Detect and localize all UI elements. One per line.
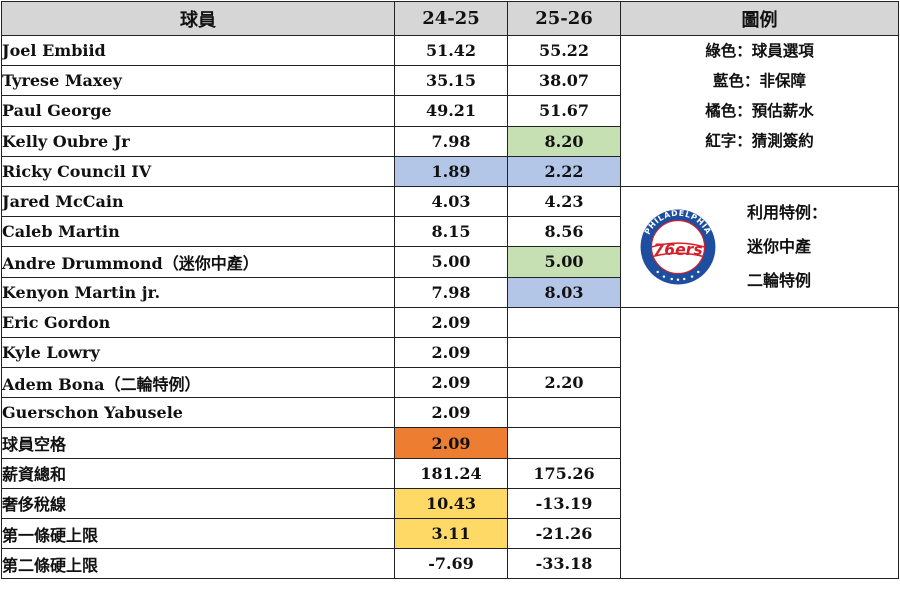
- salary-25-26: [507, 336, 621, 369]
- legend-orange: 橘色：預估薪水: [705, 101, 814, 120]
- salary-24-25: 49.21: [394, 95, 508, 127]
- salary-24-25: 7.98: [394, 125, 508, 157]
- salary-24-25: 7.98: [394, 276, 508, 308]
- salary-25-26-player-option: 5.00: [507, 246, 621, 278]
- salary-24-25: 35.15: [394, 65, 508, 97]
- row-label: 薪資總和: [1, 457, 395, 489]
- player-name: Kelly Oubre Jr: [1, 125, 395, 157]
- table-row: Joel Embiid 51.42 55.22 綠色：球員選項 藍色：非保障 橘…: [1, 34, 899, 187]
- philadelphia-76ers-logo: PHILADELPHIA 76ers: [640, 208, 716, 285]
- legend-cell: 綠色：球員選項 藍色：非保障 橘色：預估薪水 紅字：猜測簽約: [620, 35, 899, 187]
- player-name: Kyle Lowry: [1, 336, 395, 369]
- salary-table: 球員 24-25 25-26 圖例 Joel Embiid 51.42 55.2…: [1, 1, 899, 580]
- salary-24-25: 2.09: [394, 336, 508, 369]
- exceptions-block: PHILADELPHIA 76ers 利用特例： 迷你中產 二輪特例: [622, 187, 898, 306]
- salary-25-26-non-guaranteed: 8.03: [507, 276, 621, 308]
- salary-24-25: 2.09: [394, 306, 508, 338]
- second-apron-24-25: -7.69: [394, 548, 508, 580]
- exception-mini-mle: 迷你中產: [747, 236, 812, 256]
- legend-green: 綠色：球員選項: [705, 41, 814, 60]
- exceptions-title: 利用特例：: [747, 202, 828, 222]
- table-row: Tyrese Maxey 35.15 38.07: [1, 65, 899, 97]
- table-row: Eric Gordon 2.09: [1, 306, 899, 580]
- legend-red: 紅字：猜測簽約: [705, 131, 814, 150]
- empty-legend-area: [620, 306, 899, 580]
- salary-24-25-estimated: 2.09: [394, 427, 508, 459]
- player-name: Eric Gordon: [1, 306, 395, 338]
- player-name: Tyrese Maxey: [1, 65, 395, 97]
- legend-blue: 藍色：非保障: [712, 71, 806, 90]
- salary-25-26: 4.23: [507, 185, 621, 218]
- salary-25-26: 8.56: [507, 216, 621, 248]
- table-row: Kelly Oubre Jr 7.98 8.20: [1, 125, 899, 157]
- tax-line-24-25: 10.43: [394, 487, 508, 520]
- salary-25-26: [507, 306, 621, 338]
- table-row: 第二條硬上限 -7.69 -33.18: [1, 548, 899, 580]
- player-name: Kenyon Martin jr.: [1, 276, 395, 308]
- header-row: 球員 24-25 25-26 圖例: [1, 1, 899, 36]
- exceptions-list: 利用特例： 迷你中產 二輪特例: [747, 196, 827, 298]
- player-name: Jared McCain: [1, 185, 395, 218]
- salary-25-26: 2.20: [507, 367, 621, 399]
- row-label: 奢侈稅線: [1, 487, 395, 520]
- player-name: Adem Bona（二輪特例）: [1, 367, 395, 399]
- exceptions-cell: PHILADELPHIA 76ers 利用特例： 迷你中產 二輪特例: [620, 185, 899, 308]
- first-apron-24-25: 3.11: [394, 517, 508, 550]
- table-row: 第一條硬上限 3.11 -21.26: [1, 517, 899, 550]
- header-player: 球員: [1, 1, 395, 36]
- total-25-26: 175.26: [507, 457, 621, 489]
- salary-24-25: 2.09: [394, 397, 508, 429]
- player-name: Guerschon Yabusele: [1, 397, 395, 429]
- table-row: 薪資總和 181.24 175.26: [1, 457, 899, 489]
- table-row: 球員空格 2.09: [1, 427, 899, 459]
- row-label: 第一條硬上限: [1, 517, 395, 550]
- salary-24-25: 5.00: [394, 246, 508, 278]
- table-row: Paul George 49.21 51.67: [1, 95, 899, 127]
- exception-second-round: 二輪特例: [747, 270, 812, 290]
- salary-25-26: 51.67: [507, 95, 621, 127]
- row-label: 第二條硬上限: [1, 548, 395, 580]
- player-name: Ricky Council IV: [1, 155, 395, 187]
- salary-24-25: 8.15: [394, 216, 508, 248]
- second-apron-25-26: -33.18: [507, 548, 621, 580]
- salary-24-25: 51.42: [394, 34, 508, 67]
- salary-24-25: 2.09: [394, 367, 508, 399]
- salary-25-26: [507, 427, 621, 459]
- player-name: Paul George: [1, 95, 395, 127]
- header-season-25-26: 25-26: [507, 1, 621, 36]
- salary-25-26: [507, 397, 621, 429]
- table-row: Andre Drummond（迷你中產） 5.00 5.00: [1, 246, 899, 278]
- table-row: Ricky Council IV 1.89 2.22: [1, 155, 899, 187]
- table-row: 奢侈稅線 10.43 -13.19: [1, 487, 899, 520]
- svg-text:76ers: 76ers: [653, 241, 702, 259]
- salary-25-26: 38.07: [507, 65, 621, 97]
- salary-25-26-player-option: 8.20: [507, 125, 621, 157]
- header-legend: 圖例: [620, 1, 899, 36]
- salary-24-25-non-guaranteed: 1.89: [394, 155, 508, 187]
- table-row: Caleb Martin 8.15 8.56: [1, 216, 899, 248]
- tax-line-25-26: -13.19: [507, 487, 621, 520]
- player-name: Joel Embiid: [1, 34, 395, 67]
- total-24-25: 181.24: [394, 457, 508, 489]
- header-season-24-25: 24-25: [394, 1, 508, 36]
- player-name: Andre Drummond（迷你中產）: [1, 246, 395, 278]
- table-row: Guerschon Yabusele 2.09: [1, 397, 899, 429]
- first-apron-25-26: -21.26: [507, 517, 621, 550]
- salary-25-26-non-guaranteed: 2.22: [507, 155, 621, 187]
- salary-24-25: 4.03: [394, 185, 508, 218]
- row-label: 球員空格: [1, 427, 395, 459]
- player-name: Caleb Martin: [1, 216, 395, 248]
- salary-25-26: 55.22: [507, 34, 621, 67]
- table-row: Jared McCain 4.03 4.23 PHILADELPHIA 7: [1, 185, 899, 308]
